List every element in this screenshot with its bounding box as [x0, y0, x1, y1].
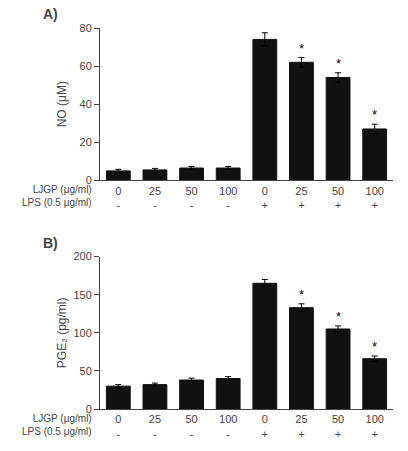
svg-text:25-: 25- [149, 413, 161, 439]
svg-text:25+: 25+ [295, 185, 307, 211]
svg-text:LJGP (μg/ml)LPS (0.5 μg/ml): LJGP (μg/ml)LPS (0.5 μg/ml) [22, 413, 92, 437]
svg-text:0: 0 [86, 403, 92, 415]
svg-text:0+: 0+ [262, 185, 268, 211]
svg-text:0-: 0- [115, 413, 121, 439]
svg-text:NO (μM): NO (μM) [55, 81, 69, 127]
svg-text:*: * [299, 287, 304, 302]
svg-text:0+: 0+ [262, 413, 268, 439]
svg-text:A): A) [43, 6, 58, 22]
svg-text:80: 80 [80, 22, 92, 34]
svg-text:150: 150 [73, 289, 91, 301]
svg-text:PGE₂ (pg/ml): PGE₂ (pg/ml) [55, 297, 69, 368]
svg-text:*: * [299, 41, 304, 56]
svg-text:0: 0 [86, 174, 92, 186]
svg-text:*: * [372, 339, 377, 354]
svg-text:*: * [372, 107, 377, 122]
svg-text:20: 20 [80, 136, 92, 148]
svg-text:0-: 0- [115, 185, 121, 211]
svg-text:LJGP (μg/ml)LPS (0.5 μg/ml): LJGP (μg/ml)LPS (0.5 μg/ml) [22, 184, 92, 208]
svg-text:*: * [336, 56, 341, 71]
svg-text:100+: 100+ [366, 413, 384, 439]
svg-text:50: 50 [80, 365, 92, 377]
svg-text:B): B) [43, 235, 58, 251]
svg-text:100: 100 [73, 327, 91, 339]
svg-text:50+: 50+ [332, 413, 344, 439]
svg-text:100-: 100- [219, 185, 237, 211]
svg-text:60: 60 [80, 60, 92, 72]
svg-text:100+: 100+ [366, 185, 384, 211]
svg-text:*: * [336, 309, 341, 324]
svg-text:100-: 100- [219, 413, 237, 439]
svg-text:40: 40 [80, 98, 92, 110]
svg-text:200: 200 [73, 250, 91, 262]
svg-text:50-: 50- [185, 413, 197, 439]
svg-text:25-: 25- [149, 185, 161, 211]
svg-text:50-: 50- [185, 185, 197, 211]
svg-text:25+: 25+ [295, 413, 307, 439]
svg-text:50+: 50+ [332, 185, 344, 211]
